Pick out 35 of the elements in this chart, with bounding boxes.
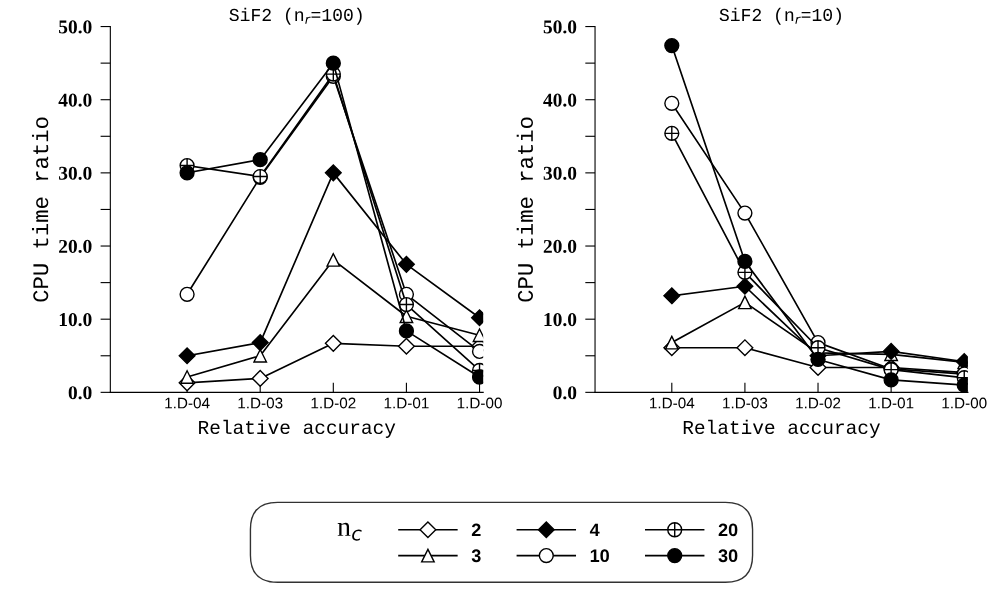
x-tick-label: 1.D-01 xyxy=(384,397,429,409)
y-tick-label: 20.0 xyxy=(59,239,92,254)
x-tick-label: 1.D-00 xyxy=(942,397,987,409)
y-tick-label: 10.0 xyxy=(59,313,92,327)
y-axis-title: CPU time ratio xyxy=(516,117,534,302)
x-axis-title: Relative accuracy xyxy=(199,419,396,438)
y-tick-label: 0.0 xyxy=(68,386,92,400)
legend-label: 3 xyxy=(471,549,481,563)
y-tick-label: 0.0 xyxy=(553,386,577,400)
x-tick-label: 1.D-02 xyxy=(796,397,841,409)
x-tick-label: 1.D-04 xyxy=(165,397,210,409)
legend-label: 10 xyxy=(590,549,609,563)
chart-title: SiF2 (n$_{r}$=10) xyxy=(719,7,841,25)
y-tick-label: 30.0 xyxy=(58,166,92,180)
chart-title: SiF2 (n$_{r}$=100) xyxy=(229,7,362,25)
x-tick-label: 1.D-01 xyxy=(869,397,914,409)
y-tick-label: 10.0 xyxy=(544,313,577,327)
x-axis-title: Relative accuracy xyxy=(683,419,880,438)
legend-label: 4 xyxy=(589,523,600,537)
y-tick-label: 40.0 xyxy=(58,93,92,107)
y-tick-label: 50.0 xyxy=(543,20,577,34)
x-tick-label: 1.D-02 xyxy=(311,397,356,409)
x-tick-label: 1.D-03 xyxy=(723,397,768,409)
y-tick-label: 40.0 xyxy=(543,93,577,107)
x-tick-label: 1.D-04 xyxy=(650,397,695,409)
legend-label: 20 xyxy=(718,523,738,537)
legend-title: n$_{c}$ xyxy=(337,522,362,541)
y-tick-label: 30.0 xyxy=(543,166,577,180)
y-tick-label: 50.0 xyxy=(59,20,92,34)
x-tick-label: 1.D-03 xyxy=(238,397,283,409)
legend-label: 2 xyxy=(471,523,481,537)
y-axis-title: CPU time ratio xyxy=(31,117,49,302)
legend-label: 30 xyxy=(718,549,738,563)
y-tick-label: 20.0 xyxy=(543,239,577,254)
x-tick-label: 1.D-00 xyxy=(457,397,502,409)
